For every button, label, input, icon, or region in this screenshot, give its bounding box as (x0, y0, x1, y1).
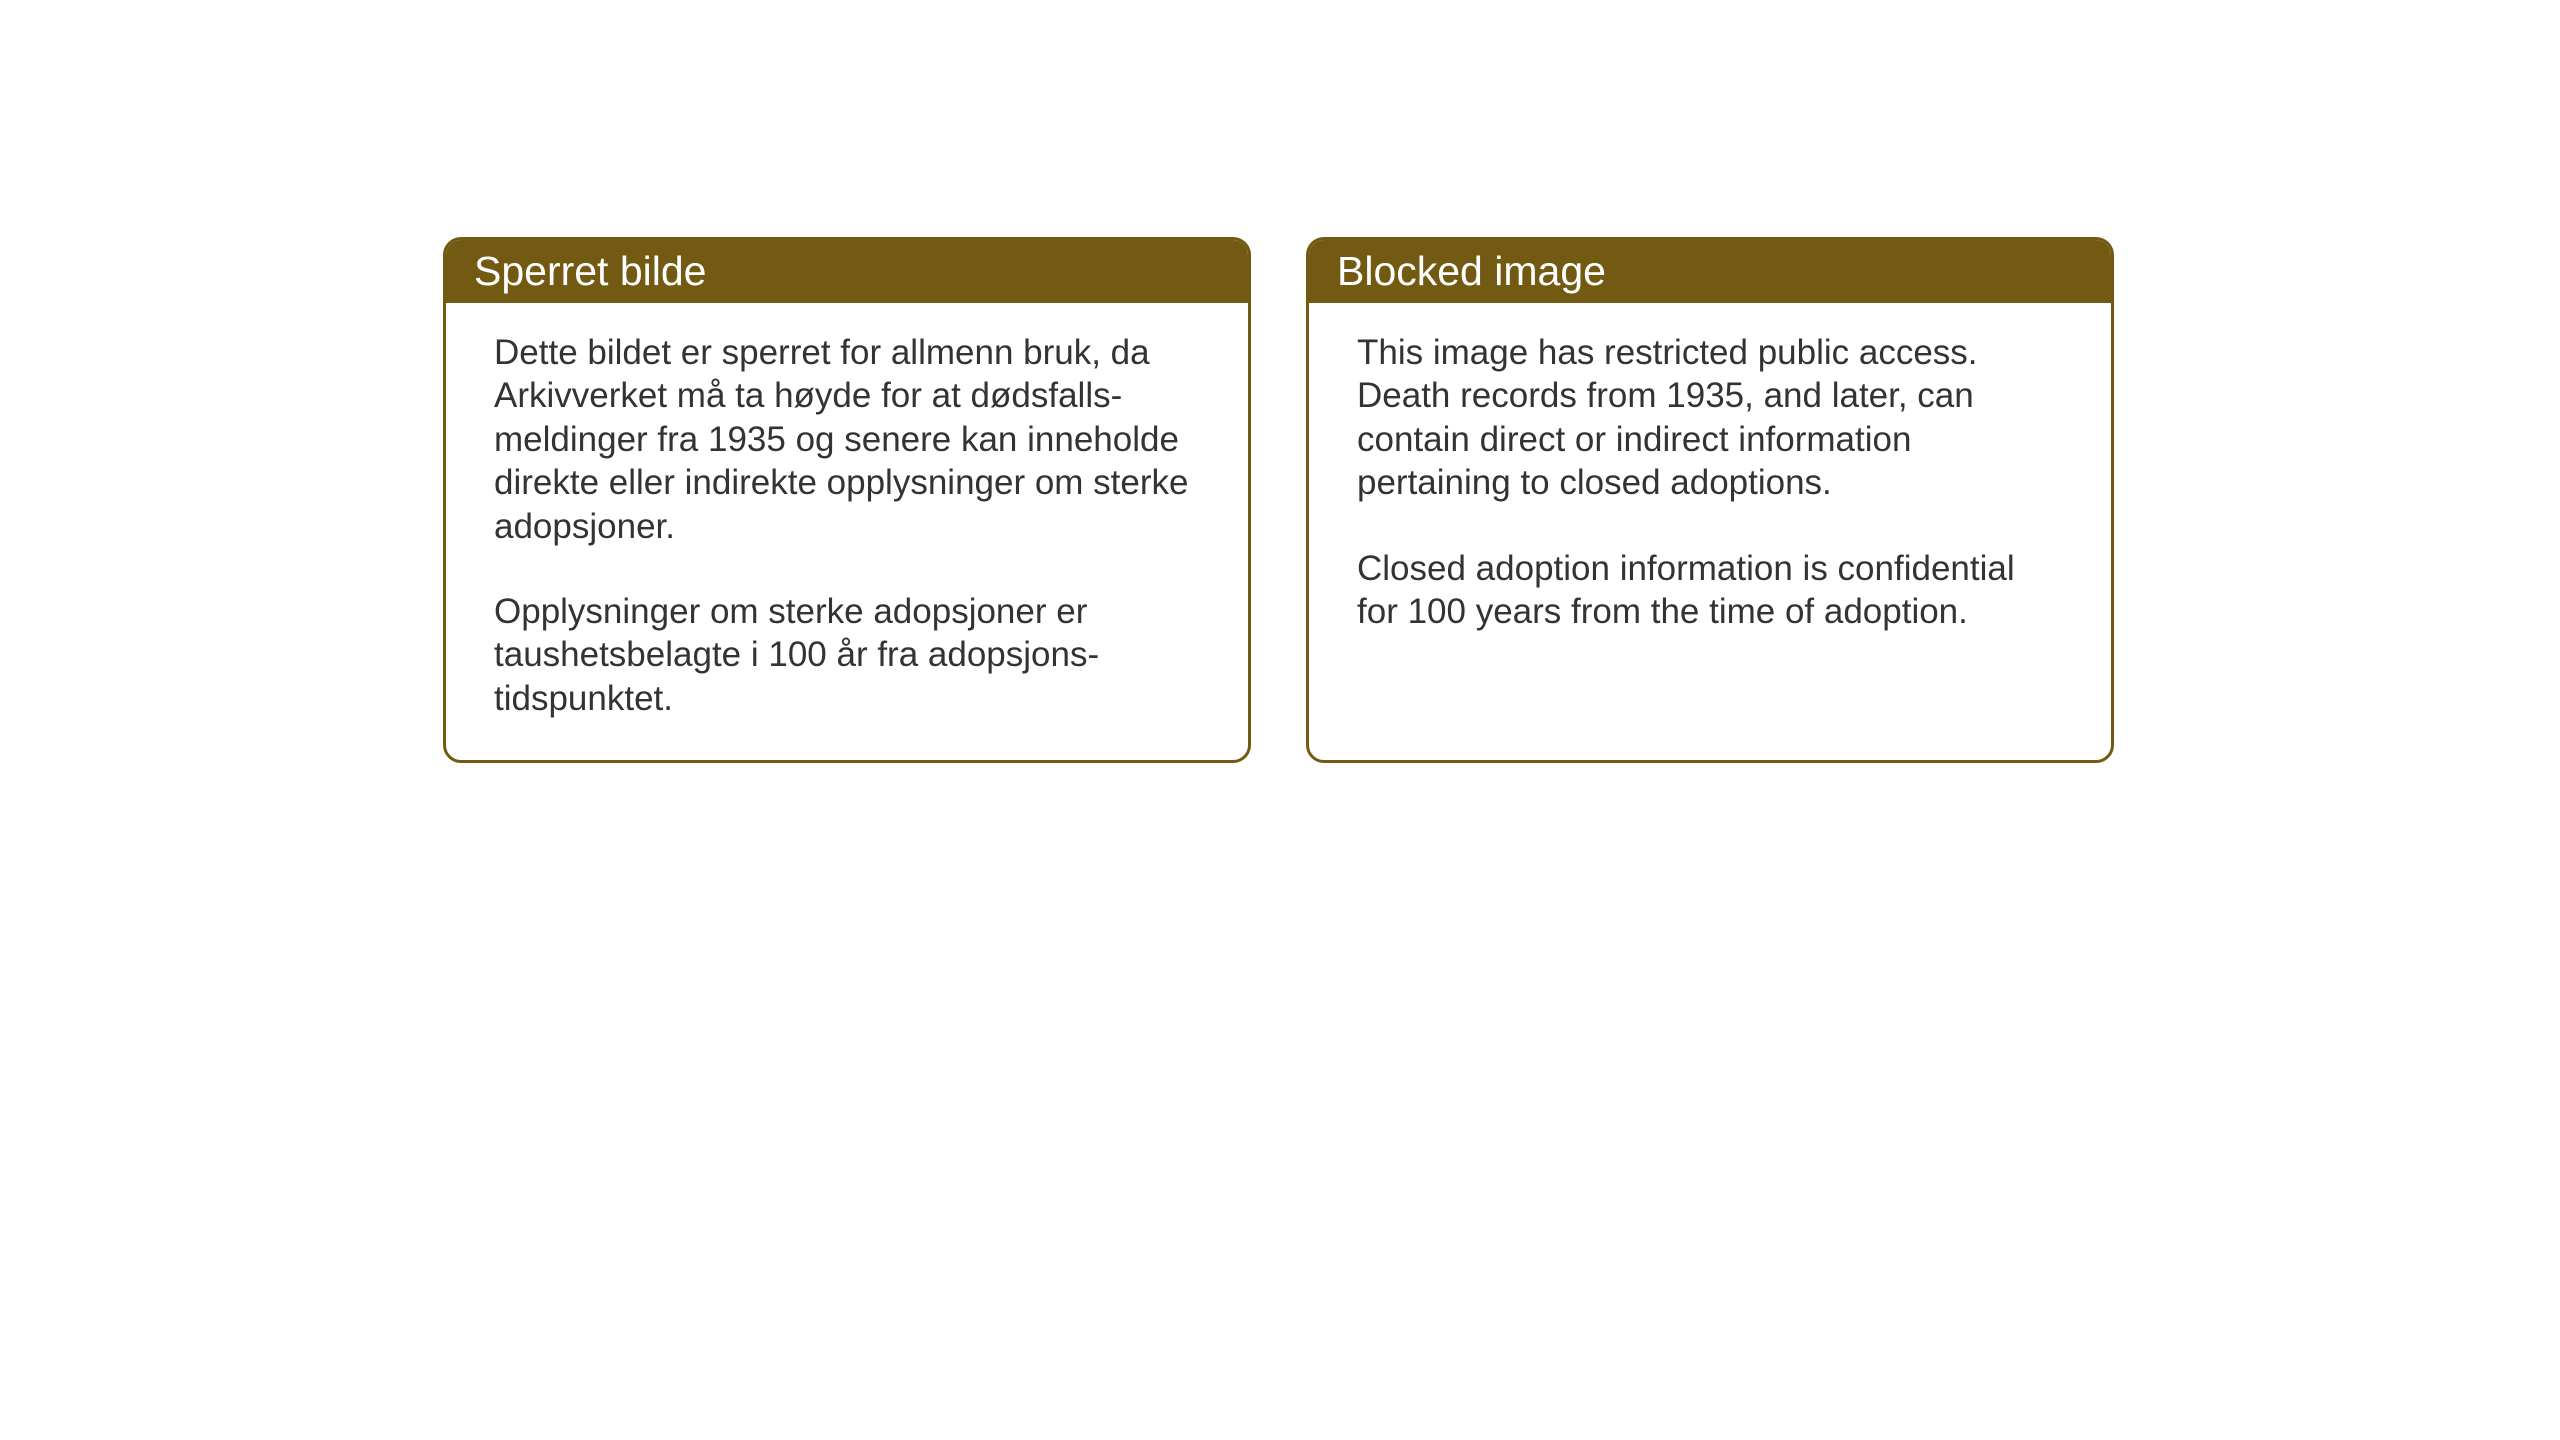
notice-container: Sperret bilde Dette bildet er sperret fo… (443, 237, 2114, 763)
notice-card-norwegian: Sperret bilde Dette bildet er sperret fo… (443, 237, 1251, 763)
notice-card-english: Blocked image This image has restricted … (1306, 237, 2114, 763)
notice-paragraph: Dette bildet er sperret for allmenn bruk… (494, 331, 1200, 548)
notice-paragraph: This image has restricted public access.… (1357, 331, 2063, 505)
notice-paragraph: Opplysninger om sterke adopsjoner er tau… (494, 590, 1200, 720)
notice-body-norwegian: Dette bildet er sperret for allmenn bruk… (446, 303, 1248, 760)
notice-paragraph: Closed adoption information is confident… (1357, 547, 2063, 634)
notice-header-english: Blocked image (1309, 240, 2111, 303)
notice-body-english: This image has restricted public access.… (1309, 303, 2111, 723)
notice-header-norwegian: Sperret bilde (446, 240, 1248, 303)
